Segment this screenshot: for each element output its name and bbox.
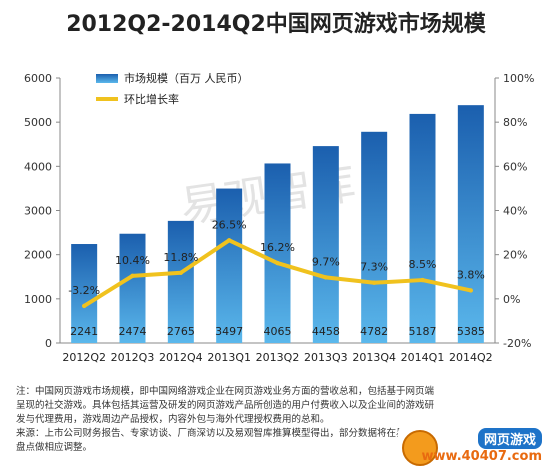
bar-value-label: 4458: [312, 325, 340, 338]
legend-bar-label: 市场规模（百万 人民币）: [124, 71, 249, 85]
x-tick-label: 2012Q3: [111, 351, 155, 364]
growth-rate-point: [371, 280, 377, 285]
x-tick-label: 2013Q1: [207, 351, 251, 364]
bar: [264, 163, 291, 343]
y-right-tick-label: 20%: [503, 249, 527, 262]
y-right-tick-label: 100%: [503, 72, 534, 85]
growth-rate-point: [226, 238, 232, 243]
y-right-tick-label: 0%: [503, 293, 520, 306]
x-tick-label: 2013Q3: [304, 351, 348, 364]
growth-rate-point: [81, 303, 87, 309]
chart-canvas: 易观智库0100020003000400050006000-20%0%20%40…: [24, 71, 534, 364]
note-line-2: 呈现的社交游戏。具体包括其运营及研发的网页游戏产品所创造的用户付费收入以及企业间…: [16, 400, 435, 411]
bar: [71, 244, 98, 343]
growth-rate-label: -3.2%: [68, 284, 100, 297]
y-right-tick-label: 60%: [503, 160, 527, 173]
y-left-tick-label: 4000: [24, 160, 52, 173]
bar: [167, 220, 194, 343]
bar: [457, 105, 484, 343]
bar-value-label: 3497: [215, 325, 243, 338]
x-tick-label: 2013Q2: [256, 351, 300, 364]
y-right-tick-label: 40%: [503, 205, 527, 218]
growth-rate-label: 3.8%: [457, 268, 485, 281]
x-tick-label: 2012Q4: [159, 351, 203, 364]
bar: [119, 233, 146, 343]
x-tick-label: 2013Q4: [352, 351, 396, 364]
legend-bar-swatch: [96, 74, 118, 83]
growth-rate-point: [178, 270, 184, 275]
y-left-tick-label: 0: [45, 337, 52, 350]
y-left-tick-label: 2000: [24, 249, 52, 262]
y-right-tick-label: -20%: [503, 337, 531, 350]
bar-value-label: 5385: [457, 325, 485, 338]
growth-rate-label: 16.2%: [260, 241, 295, 254]
growth-rate-label: 11.8%: [163, 251, 198, 264]
site-logo: 网页游戏 www.40407.com: [398, 426, 548, 466]
y-right-tick-label: 80%: [503, 116, 527, 129]
y-left-tick-label: 3000: [24, 205, 52, 218]
y-left-tick-label: 1000: [24, 293, 52, 306]
growth-rate-label: 10.4%: [115, 254, 150, 267]
x-tick-label: 2014Q2: [449, 351, 493, 364]
logo-top-text: 网页游戏: [477, 428, 542, 449]
note-line-5: 盘点做相应调整。: [16, 442, 93, 453]
growth-rate-point: [323, 275, 329, 280]
bar-value-label: 2474: [119, 325, 147, 338]
bar-value-label: 4782: [360, 325, 388, 338]
x-tick-label: 2014Q1: [401, 351, 445, 364]
bar: [409, 113, 436, 343]
bar-value-label: 2765: [167, 325, 195, 338]
legend-line-label: 环比增长率: [124, 92, 179, 106]
bar: [361, 131, 388, 343]
note-line-3: 发与代理费用，游戏周边产品授权，内容外包与海外代理授权费用的总和。: [16, 414, 330, 425]
growth-rate-point: [130, 273, 135, 279]
y-left-tick-label: 5000: [24, 116, 52, 129]
bar-value-label: 5187: [409, 325, 437, 338]
growth-rate-label: 8.5%: [409, 258, 437, 271]
growth-rate-point: [275, 260, 280, 266]
note-line-1: 注：中国网页游戏市场规模，即中国网络游戏企业在网页游戏业务方面的营收总和，包括基…: [16, 386, 435, 397]
bar: [312, 146, 339, 343]
logo-bottom-text: www.40407.com: [421, 449, 543, 464]
growth-rate-label: 26.5%: [212, 218, 247, 231]
logo-mark-icon: [402, 430, 438, 466]
growth-rate-point: [468, 288, 474, 293]
bar: [216, 188, 243, 343]
bar-value-label: 2241: [70, 325, 98, 338]
chart-title: 2012Q2-2014Q2中国网页游戏市场规模: [66, 12, 486, 37]
note-line-4: 来源：上市公司财务报告、专家访谈、厂商深访以及易观智库推算模型得出，部分数据将在…: [16, 428, 416, 439]
chart-notes: 注：中国网页游戏市场规模，即中国网络游戏企业在网页游戏业务方面的营收总和，包括基…: [16, 385, 536, 455]
x-tick-label: 2012Q2: [62, 351, 106, 364]
growth-rate-label: 9.7%: [312, 255, 340, 268]
growth-rate-point: [420, 277, 425, 283]
bar-value-label: 4065: [264, 325, 292, 338]
y-left-tick-label: 6000: [24, 72, 52, 85]
growth-rate-label: 7.3%: [360, 261, 388, 274]
